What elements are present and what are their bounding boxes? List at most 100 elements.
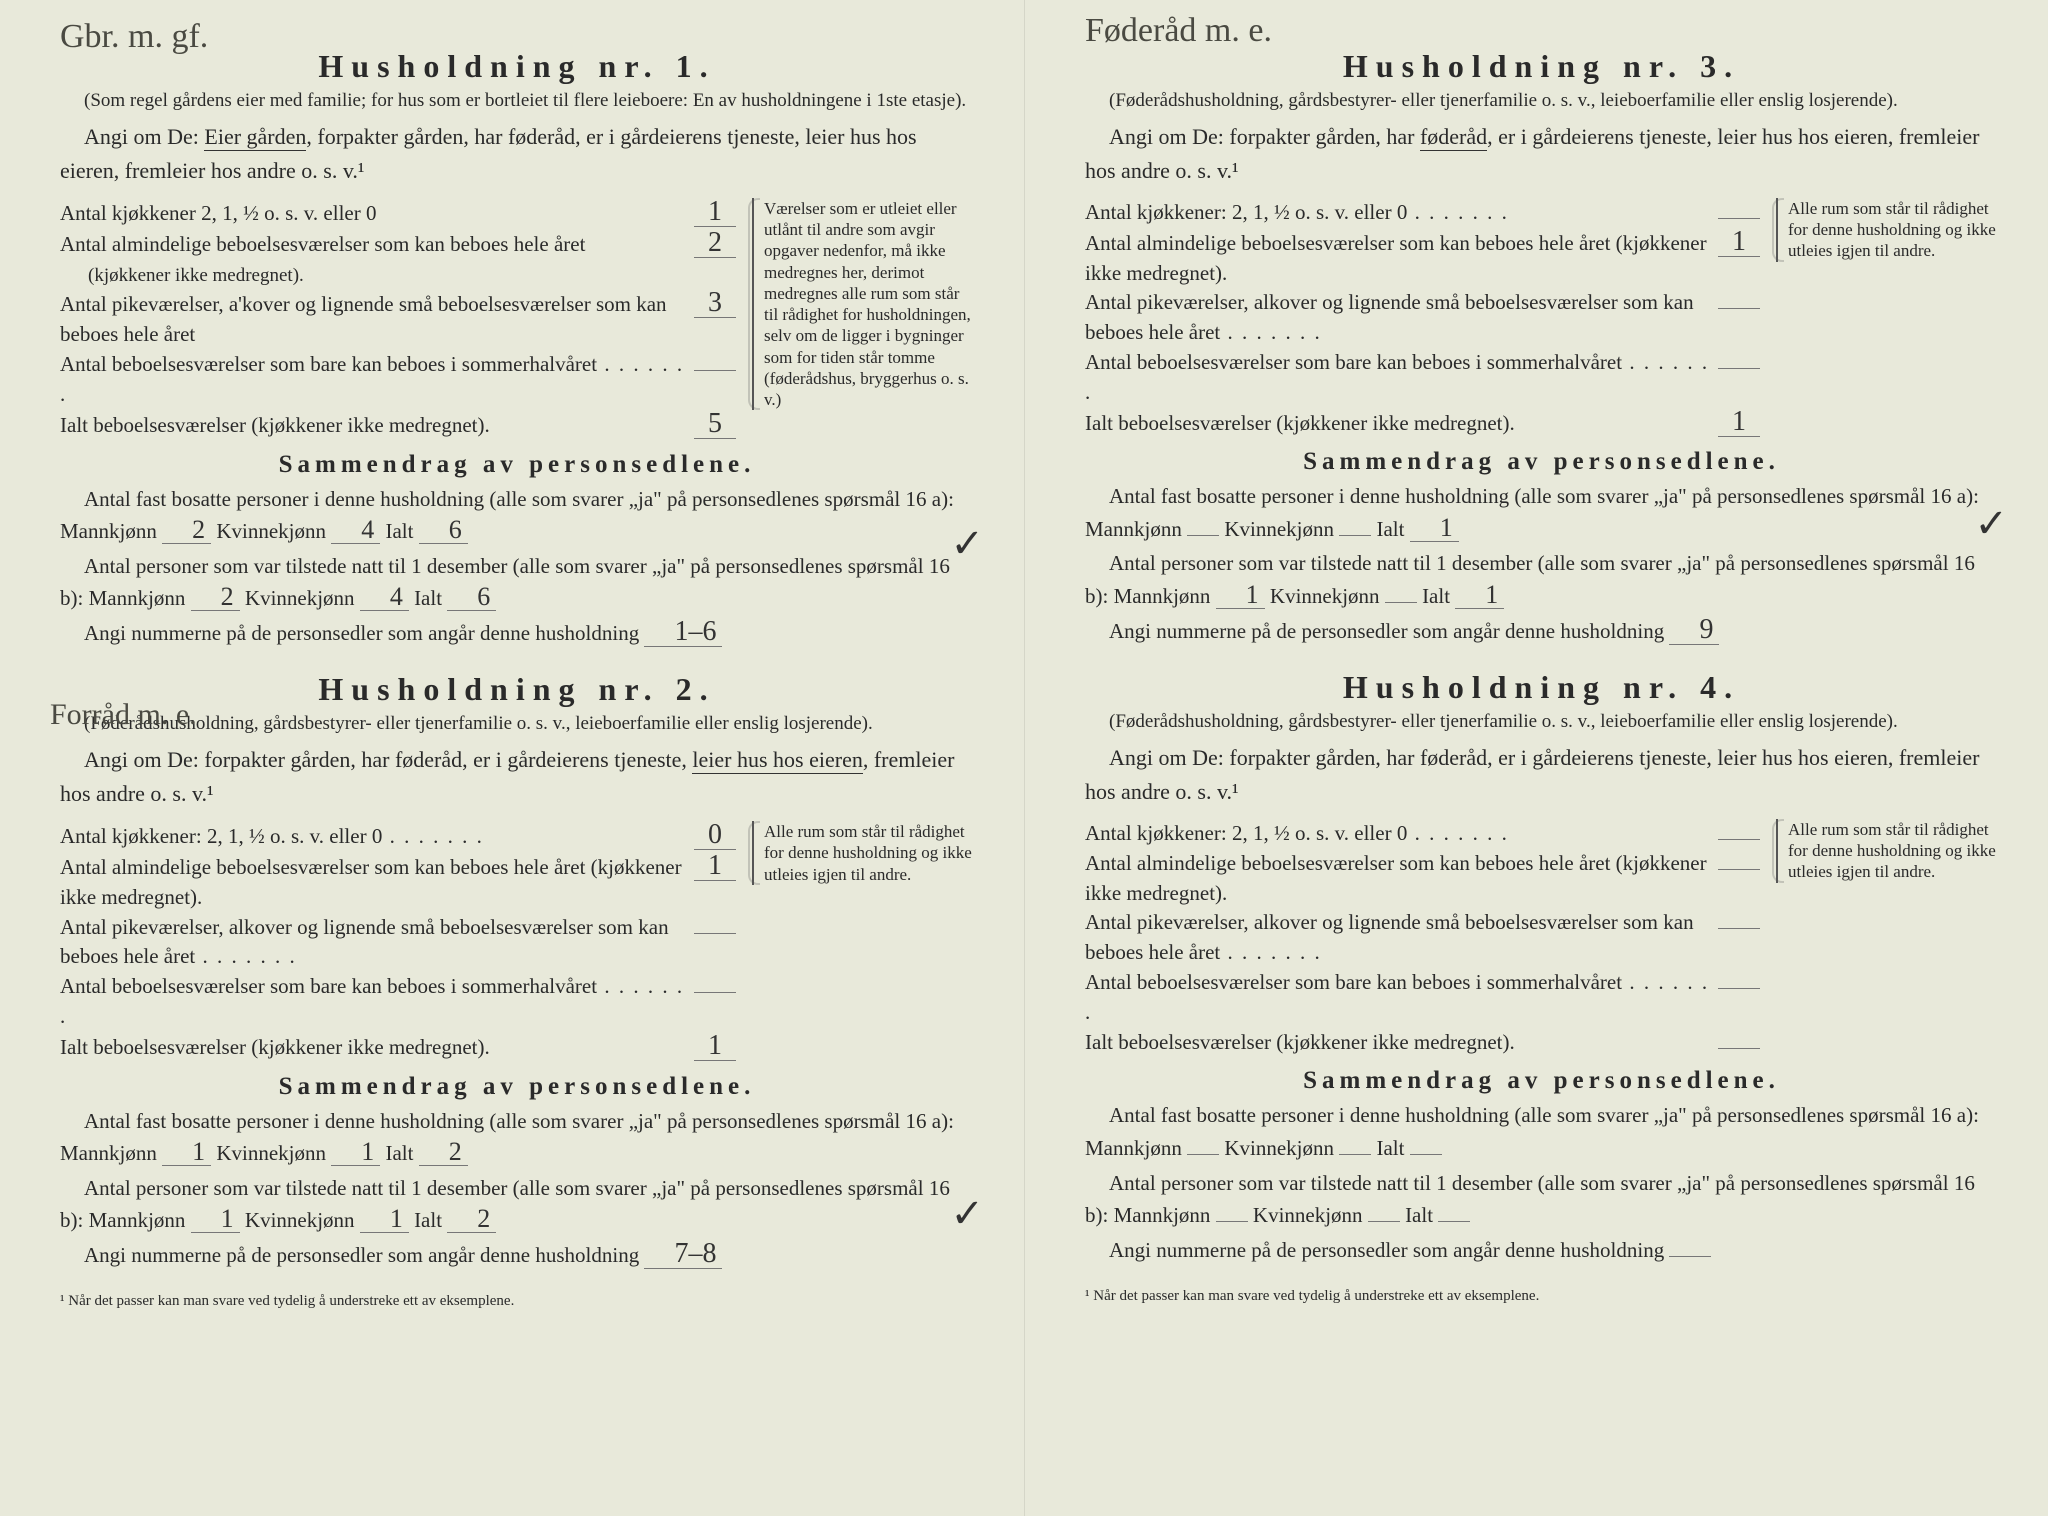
h1-16b-mann: 2: [191, 584, 240, 611]
h3-16a-kvinne: [1339, 535, 1371, 536]
h3-16a-text: Antal fast bosatte personer i denne hush…: [1085, 484, 1979, 541]
h3-rows: Antal kjøkkener: 2, 1, ½ o. s. v. eller …: [1085, 198, 1760, 439]
h1-16b-ialt: 6: [447, 584, 496, 611]
h4-nummerne: Angi nummerne på de personsedler som ang…: [1085, 1234, 1998, 1267]
h3-16b-mann: 1: [1216, 582, 1265, 609]
h4-line16a: Antal fast bosatte personer i denne hush…: [1085, 1099, 1998, 1164]
h4-16a-ialtlabel: Ialt: [1376, 1136, 1404, 1160]
h1-brace-note: Værelser som er utleiet eller utlånt til…: [752, 198, 974, 411]
household-1: Husholdning nr. 1. (Som regel gårdens ei…: [60, 48, 974, 649]
h3-line16b: Antal personer som var tilstede natt til…: [1085, 547, 1998, 612]
h3-16a-ialt: 1: [1410, 515, 1459, 542]
h3-angi-prefix: Angi om De: forpakter gården, har: [1109, 124, 1420, 149]
h4-16b-kvinne: [1368, 1221, 1400, 1222]
household-4: Husholdning nr. 4. (Føderådshusholdning,…: [1085, 669, 1998, 1266]
h4-16b-kvinnelabel: Kvinnekjønn: [1253, 1203, 1363, 1227]
h2-line16a: Antal fast bosatte personer i denne hush…: [60, 1105, 974, 1170]
h4-subtitle: (Føderådshusholdning, gårdsbestyrer- ell…: [1085, 710, 1998, 735]
h2-subtitle: (Føderådshusholdning, gårdsbestyrer- ell…: [60, 712, 974, 737]
h1-16b-ialtlabel: Ialt: [414, 586, 442, 610]
h3-kitchens-value: [1718, 218, 1760, 219]
h2-rows: Antal kjøkkener: 2, 1, ½ o. s. v. eller …: [60, 821, 736, 1063]
handwriting-top-left: Gbr. m. gf.: [60, 18, 208, 56]
h4-16b-ialtlabel: Ialt: [1405, 1203, 1433, 1227]
h2-small-value: [694, 933, 736, 934]
h4-summary-title: Sammendrag av personsedlene.: [1085, 1067, 1998, 1095]
h2-kitchens-value: 0: [694, 821, 736, 850]
h1-nummerne: Angi nummerne på de personsedler som ang…: [60, 617, 974, 650]
h2-small-label: Antal pikeværelser, alkover og lignende …: [60, 913, 694, 973]
h2-total-value: 1: [694, 1032, 736, 1061]
h4-angi: Angi om De: forpakter gården, har føderå…: [1085, 741, 1998, 809]
h1-small-label: Antal pikeværelser, a'kover og lignende …: [60, 290, 694, 350]
h2-ordinary-label: Antal almindelige beboelsesværelser som …: [60, 853, 694, 913]
h3-kitchens-label: Antal kjøkkener: 2, 1, ½ o. s. v. eller …: [1085, 198, 1718, 228]
h2-16b-mann: 1: [191, 1206, 240, 1233]
h1-line16b: Antal personer som var tilstede natt til…: [60, 550, 974, 615]
h3-ordinary-value: 1: [1718, 228, 1760, 257]
h2-nummerne-label: Angi nummerne på de personsedler som ang…: [84, 1243, 639, 1267]
h3-total-value: 1: [1718, 408, 1760, 437]
h4-rows: Antal kjøkkener: 2, 1, ½ o. s. v. eller …: [1085, 819, 1760, 1058]
h2-16a-mann: 1: [162, 1139, 211, 1166]
h2-nummerne: Angi nummerne på de personsedler som ang…: [60, 1239, 974, 1272]
h4-16a-kvinne: [1339, 1154, 1371, 1155]
h1-summary-title: Sammendrag av personsedlene.: [60, 451, 974, 479]
h1-16b-kvinnelabel: Kvinnekjønn: [245, 586, 355, 610]
h2-brace-note: Alle rum som står til rådighet for denne…: [752, 821, 974, 885]
h2-16a-kvinne: 1: [331, 1139, 380, 1166]
h1-rows: Antal kjøkkener 2, 1, ½ o. s. v. eller 0…: [60, 198, 736, 441]
left-page: Gbr. m. gf. Husholdning nr. 1. (Som rege…: [0, 0, 1024, 1516]
h1-16a-ialtlabel: Ialt: [385, 519, 413, 543]
h4-small-value: [1718, 928, 1760, 929]
h1-angi-prefix: Angi om De:: [84, 124, 204, 149]
h1-nummerne-label: Angi nummerne på de personsedler som ang…: [84, 621, 639, 645]
household-3: Husholdning nr. 3. (Føderådshusholdning,…: [1085, 48, 1998, 647]
h1-angi-underlined: Eier gården: [204, 124, 306, 151]
h3-16b-kvinnelabel: Kvinnekjønn: [1270, 584, 1380, 608]
h2-kitchens-label: Antal kjøkkener: 2, 1, ½ o. s. v. eller …: [60, 822, 694, 852]
h2-16a-ialt: 2: [419, 1139, 468, 1166]
handwriting-top-right: Føderåd m. e.: [1085, 12, 1272, 50]
right-page: Føderåd m. e. Husholdning nr. 3. (Føderå…: [1024, 0, 2048, 1516]
h1-16b-kvinne: 4: [360, 584, 409, 611]
h1-line16a: Antal fast bosatte personer i denne hush…: [60, 483, 974, 548]
checkmark-icon: ✓: [950, 1190, 984, 1237]
h3-summary-title: Sammendrag av personsedlene.: [1085, 448, 1998, 476]
h3-title: Husholdning nr. 3.: [1085, 48, 1998, 85]
h4-total-value: [1718, 1048, 1760, 1049]
h3-16a-mann: [1187, 535, 1219, 536]
h3-ordinary-label: Antal almindelige beboelsesværelser som …: [1085, 229, 1718, 289]
h3-nummerne-value: 9: [1669, 616, 1719, 645]
h3-line16a: Antal fast bosatte personer i denne hush…: [1085, 480, 1998, 545]
h4-ordinary-label: Antal almindelige beboelsesværelser som …: [1085, 849, 1718, 909]
h4-line16b: Antal personer som var tilstede natt til…: [1085, 1167, 1998, 1232]
h4-16b-text: Antal personer som var tilstede natt til…: [1085, 1171, 1975, 1228]
h2-16a-kvinnelabel: Kvinnekjønn: [216, 1141, 326, 1165]
checkmark-icon: ✓: [950, 520, 984, 567]
h1-16a-kvinne: 4: [331, 517, 380, 544]
h4-title: Husholdning nr. 4.: [1085, 669, 1998, 706]
h1-kitchens-value: 1: [694, 198, 736, 227]
h2-16b-kvinne: 1: [360, 1206, 409, 1233]
h3-nummerne: Angi nummerne på de personsedler som ang…: [1085, 615, 1998, 648]
h3-16a-kvinnelabel: Kvinnekjønn: [1224, 517, 1334, 541]
h4-summer-label: Antal beboelsesværelser som bare kan beb…: [1085, 968, 1718, 1028]
h1-16a-kvinnelabel: Kvinnekjønn: [216, 519, 326, 543]
h2-line16b: Antal personer som var tilstede natt til…: [60, 1172, 974, 1237]
h2-angi-prefix: Angi om De: forpakter gården, har føderå…: [84, 747, 692, 772]
h1-ordinary-label: Antal almindelige beboelsesværelser som …: [60, 232, 585, 256]
h2-ordinary-value: 1: [694, 852, 736, 881]
h1-ordinary-sub: (kjøkkener ikke medregnet).: [60, 265, 304, 286]
h3-16a-ialtlabel: Ialt: [1376, 517, 1404, 541]
h2-16b-kvinnelabel: Kvinnekjønn: [245, 1208, 355, 1232]
h3-small-value: [1718, 308, 1760, 309]
h3-subtitle: (Føderådshusholdning, gårdsbestyrer- ell…: [1085, 89, 1998, 114]
h4-brace-note: Alle rum som står til rådighet for denne…: [1776, 819, 1998, 883]
h3-summer-value: [1718, 368, 1760, 369]
h1-total-label: Ialt beboelsesværelser (kjøkkener ikke m…: [60, 411, 694, 441]
h3-16b-kvinne: [1385, 602, 1417, 603]
h2-title: Husholdning nr. 2.: [60, 671, 974, 708]
h4-kitchens-value: [1718, 839, 1760, 840]
h2-16b-ialt: 2: [447, 1206, 496, 1233]
